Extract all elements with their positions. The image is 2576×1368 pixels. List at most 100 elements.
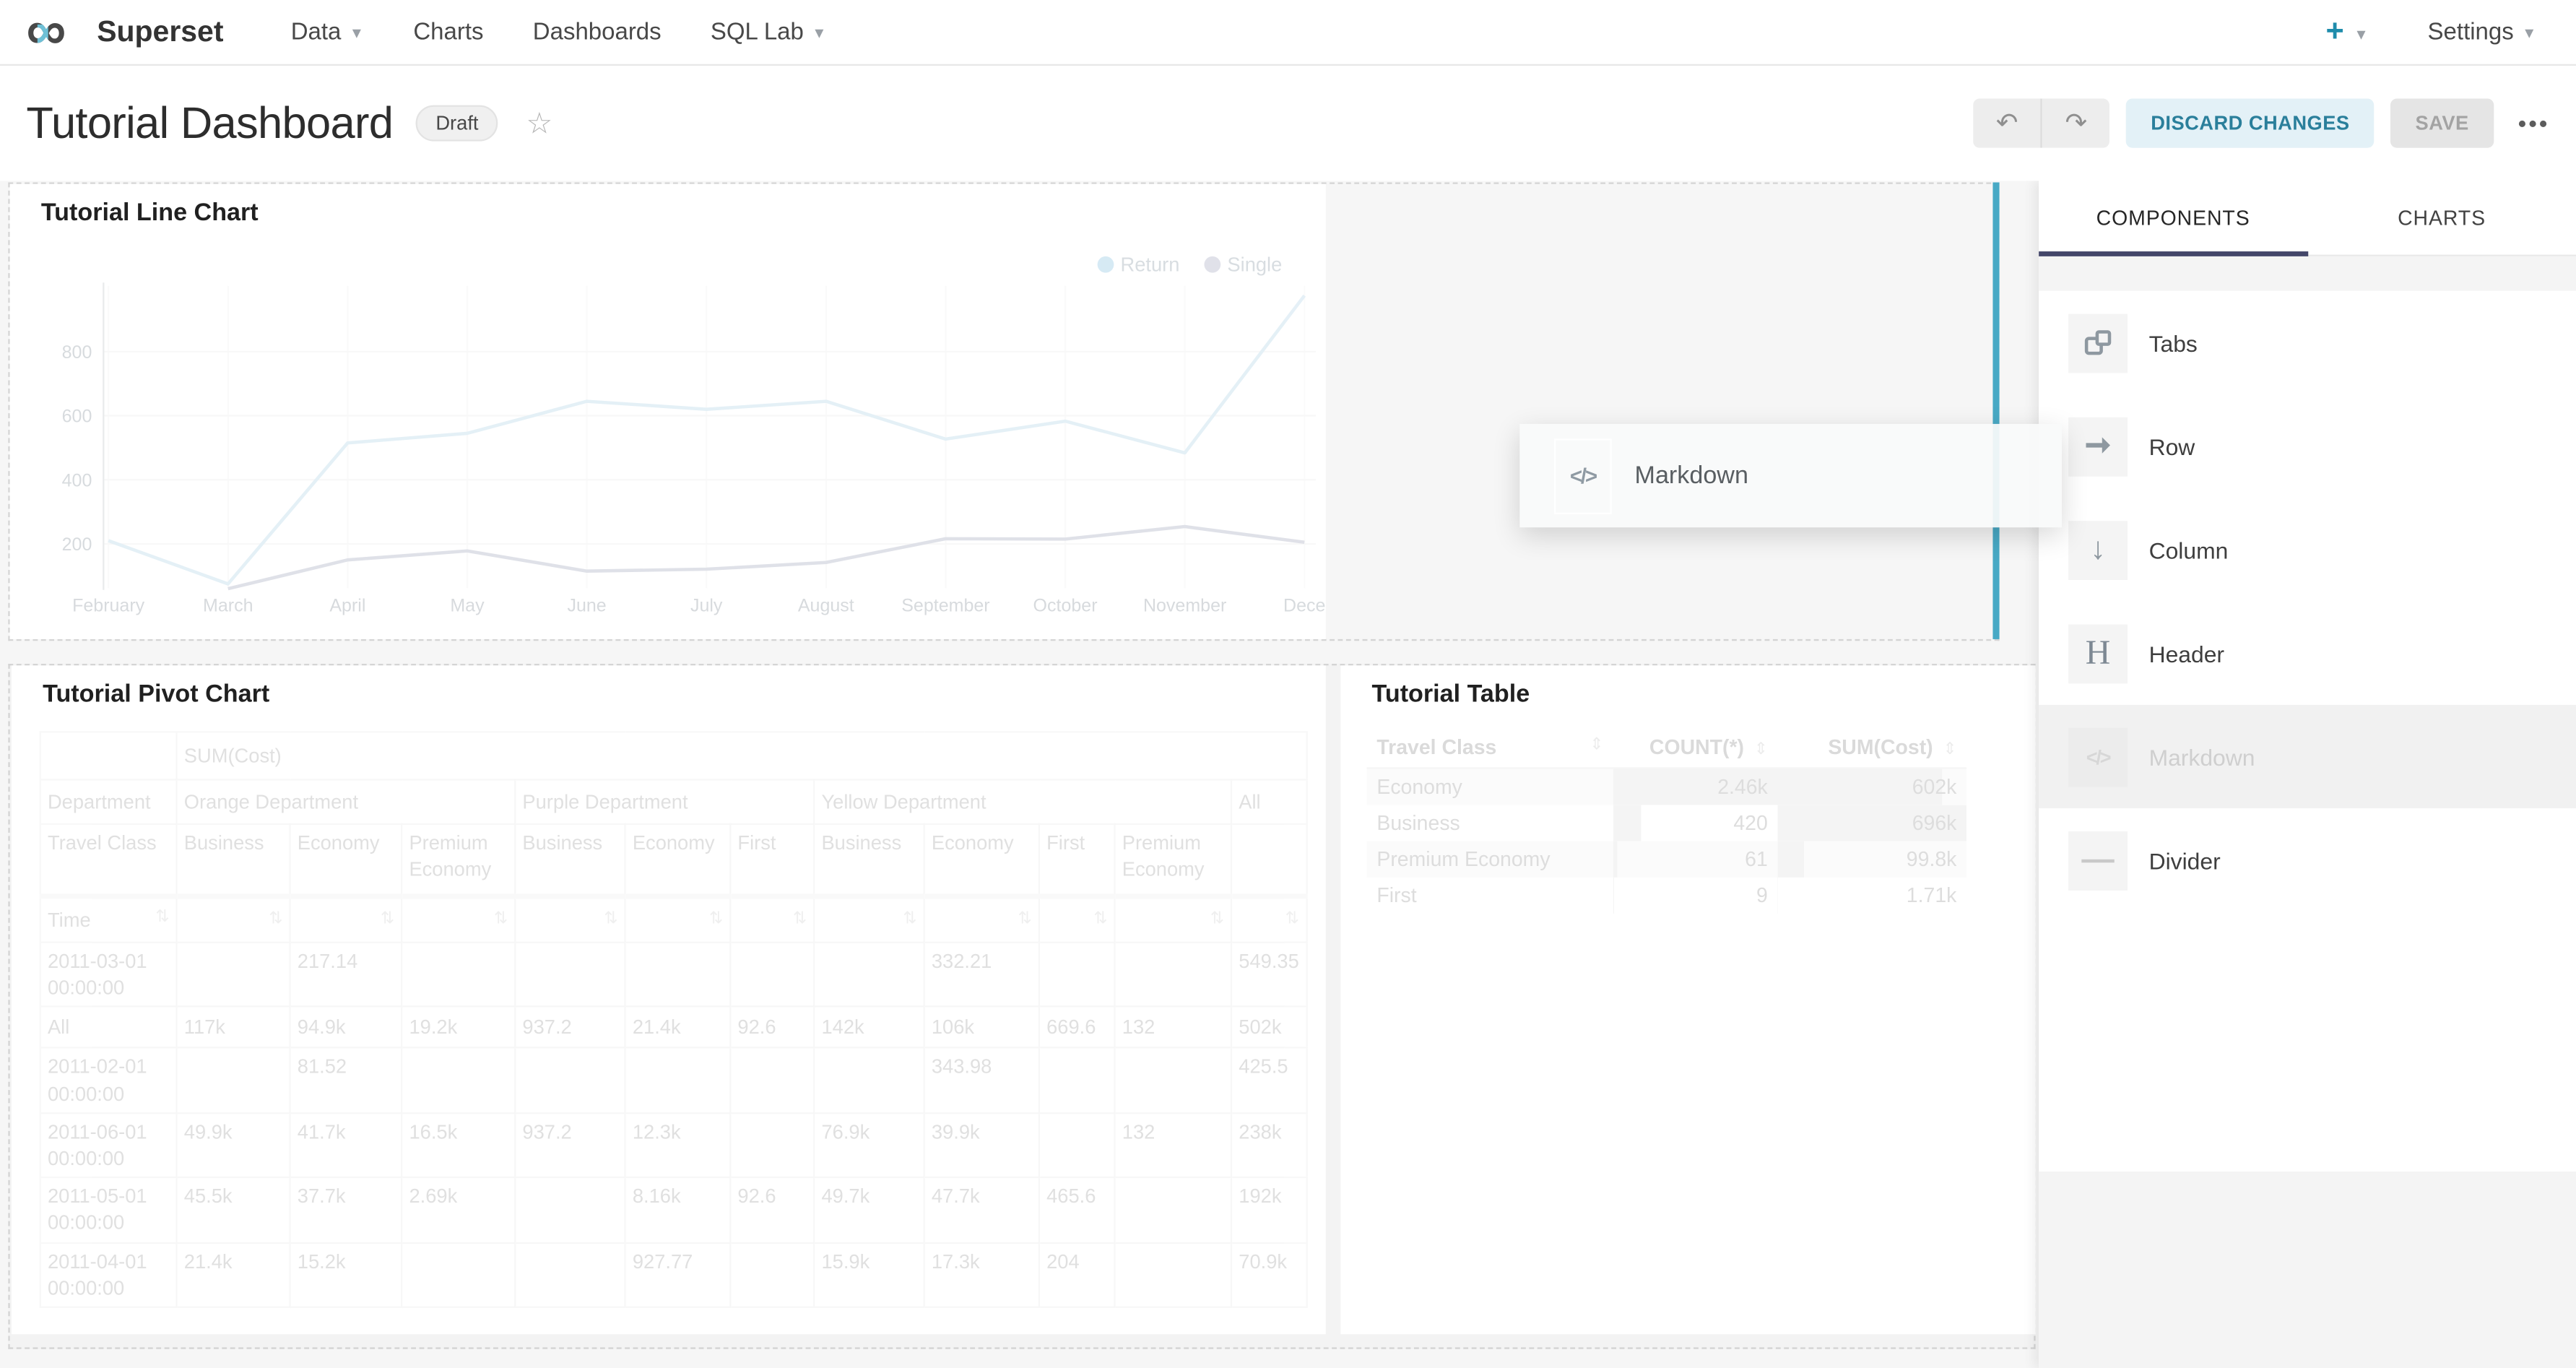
sort-icon[interactable]: ⇅: [1210, 910, 1224, 929]
tab-components[interactable]: COMPONENTS: [2039, 181, 2307, 256]
table-chart-card[interactable]: Tutorial Table Travel Class ⇕ COUNT(*) ⇕ SUM…: [1340, 665, 2036, 1335]
pivot-value-cell: 37.7k: [289, 1177, 403, 1243]
more-menu-button[interactable]: •••: [2518, 110, 2550, 137]
sort-icon[interactable]: ⇅: [1285, 910, 1299, 929]
component-item-column[interactable]: ↓ Column: [2039, 498, 2576, 602]
pivot-class-label: Travel Class: [39, 823, 178, 898]
pivot-sort-cell: ⇅: [1038, 893, 1116, 943]
sort-icon[interactable]: ⇕: [1943, 740, 1957, 760]
component-item-label: Row: [2148, 433, 2195, 459]
component-item-divider[interactable]: Divider: [2039, 808, 2576, 912]
cell-travel-class: Premium Economy: [1376, 847, 1551, 871]
pivot-value-cell: [729, 941, 815, 1008]
nav-right: + ▼ Settings ▼: [2325, 14, 2536, 50]
sort-icon[interactable]: ⇕: [1753, 740, 1768, 760]
pivot-chart-card[interactable]: Tutorial Pivot Chart SUM(Cost) Department…: [11, 665, 1326, 1335]
favorite-star-icon[interactable]: ☆: [526, 105, 553, 139]
svg-text:800: 800: [62, 342, 92, 363]
legend-item-return[interactable]: Return: [1097, 253, 1179, 276]
data-table: Travel Class ⇕ COUNT(*) ⇕ SUM(Cost) ⇕ Economy 2…: [1366, 727, 1967, 914]
settings-menu[interactable]: Settings ▼: [2427, 19, 2537, 46]
sort-icon[interactable]: ⇅: [792, 910, 807, 929]
nav-item-dashboards[interactable]: Dashboards: [532, 19, 662, 46]
pivot-class-cell: Business: [514, 823, 626, 898]
table-header-count-[interactable]: COUNT(*) ⇕: [1613, 727, 1778, 769]
table-row: Premium Economy 61 99.8k: [1366, 841, 1967, 878]
nav-item-charts[interactable]: Charts: [413, 19, 484, 46]
cell-sum: 602k: [1777, 768, 1967, 805]
sort-icon[interactable]: ⇅: [269, 910, 283, 929]
cell-sum: 696k: [1777, 805, 1967, 841]
builder-sidebar: COMPONENTS CHARTS Tabs ➞ Row ↓ Column H Header <…: [2039, 181, 2576, 1368]
table-header-sum-cost-[interactable]: SUM(Cost) ⇕: [1777, 727, 1967, 769]
new-item-button[interactable]: + ▼: [2325, 14, 2369, 49]
superset-logo[interactable]: ∞ ∞ Superset: [26, 1, 223, 60]
svg-text:August: August: [798, 595, 854, 615]
pivot-class-cell: Economy: [624, 823, 732, 898]
pivot-value-cell: [175, 941, 291, 1008]
sort-icon[interactable]: ⇅: [493, 910, 508, 929]
discard-changes-button[interactable]: DISCARD CHANGES: [2126, 98, 2375, 148]
save-button[interactable]: SAVE: [2390, 98, 2494, 148]
table-header-travel-class[interactable]: Travel Class ⇕: [1366, 727, 1613, 769]
pivot-class-cell: First: [729, 823, 815, 898]
sort-icon[interactable]: ⇕: [1590, 736, 1604, 755]
undo-button[interactable]: ↶: [1973, 98, 2043, 148]
svg-text:March: March: [203, 595, 253, 615]
header-actions: ↶ ↷ DISCARD CHANGES SAVE •••: [1973, 98, 2550, 148]
dashboard-row-2[interactable]: Tutorial Pivot Chart SUM(Cost) Department…: [8, 664, 2036, 1349]
pivot-value-cell: 49.9k: [175, 1112, 291, 1179]
component-item-header[interactable]: H Header: [2039, 601, 2576, 705]
dashboard-title[interactable]: Tutorial Dashboard: [26, 98, 394, 147]
sort-icon[interactable]: ⇅: [1018, 910, 1032, 929]
pivot-sort-cell: ⇅: [514, 893, 626, 943]
dashboard-row-1[interactable]: Tutorial Line Chart Return Single 200 400 6…: [8, 182, 2000, 641]
pivot-value-cell: [729, 1112, 815, 1179]
cell-travel-class: Economy: [1376, 775, 1462, 799]
pivot-department-group: Orange Department: [175, 779, 516, 825]
legend-item-single[interactable]: Single: [1204, 253, 1282, 276]
sort-icon[interactable]: ⇅: [380, 910, 394, 929]
pivot-value-cell: [401, 1047, 516, 1114]
cell-count: 61: [1613, 841, 1778, 878]
pivot-value-cell: [401, 941, 516, 1008]
chevron-down-icon: ▼: [2522, 23, 2537, 40]
pivot-value-cell: 92.6: [729, 1177, 815, 1243]
pivot-value-cell: [514, 1177, 626, 1243]
pivot-value-cell: [1114, 1241, 1233, 1308]
pivot-class-cell: Economy: [289, 823, 403, 898]
svg-text:June: June: [567, 595, 606, 615]
pivot-value-cell: 217.14: [289, 941, 403, 1008]
pivot-time-cell: 2011-06-01 00:00:00: [39, 1112, 178, 1179]
pivot-value-cell: 2.69k: [401, 1177, 516, 1243]
sidebar-tabs: COMPONENTS CHARTS: [2039, 181, 2576, 256]
pivot-sort-cell: ⇅: [923, 893, 1041, 943]
sort-icon[interactable]: ⇅: [1093, 910, 1108, 929]
pivot-value-cell: 142k: [813, 1006, 925, 1049]
pivot-sort-cell: ⇅: [175, 893, 291, 943]
line-chart-card[interactable]: Tutorial Line Chart Return Single 200 400 6…: [9, 183, 1326, 639]
chevron-down-icon: ▼: [2354, 25, 2369, 43]
drag-preview-markdown[interactable]: </> Markdown: [1519, 423, 2062, 528]
nav-item-sql-lab[interactable]: SQL Lab ▼: [710, 19, 827, 46]
component-item-markdown[interactable]: </> Markdown: [2039, 704, 2576, 809]
svg-text:February: February: [72, 595, 145, 615]
redo-button[interactable]: ↷: [2042, 98, 2110, 148]
component-item-row[interactable]: ➞ Row: [2039, 394, 2576, 498]
sort-icon[interactable]: ⇅: [155, 908, 170, 927]
component-item-tabs[interactable]: Tabs: [2039, 290, 2576, 394]
pivot-value-cell: 15.2k: [289, 1241, 403, 1308]
sort-icon[interactable]: ⇅: [708, 910, 723, 929]
nav-item-data[interactable]: Data ▼: [290, 19, 365, 46]
pivot-sort-cell: ⇅: [1230, 893, 1308, 943]
pivot-value-cell: 937.2: [514, 1006, 626, 1049]
pivot-value-cell: 70.9k: [1230, 1241, 1308, 1308]
table-row: Business 420 696k: [1367, 805, 1967, 841]
pivot-time-label: Time ⇅: [39, 893, 178, 943]
status-badge: Draft: [416, 105, 498, 142]
sort-icon[interactable]: ⇅: [604, 910, 618, 929]
cell-travel-class: First: [1376, 883, 1417, 907]
sort-icon[interactable]: ⇅: [903, 910, 917, 929]
dashboard-canvas: Tutorial Line Chart Return Single 200 400 6…: [0, 181, 2039, 1368]
tab-charts[interactable]: CHARTS: [2398, 206, 2486, 230]
